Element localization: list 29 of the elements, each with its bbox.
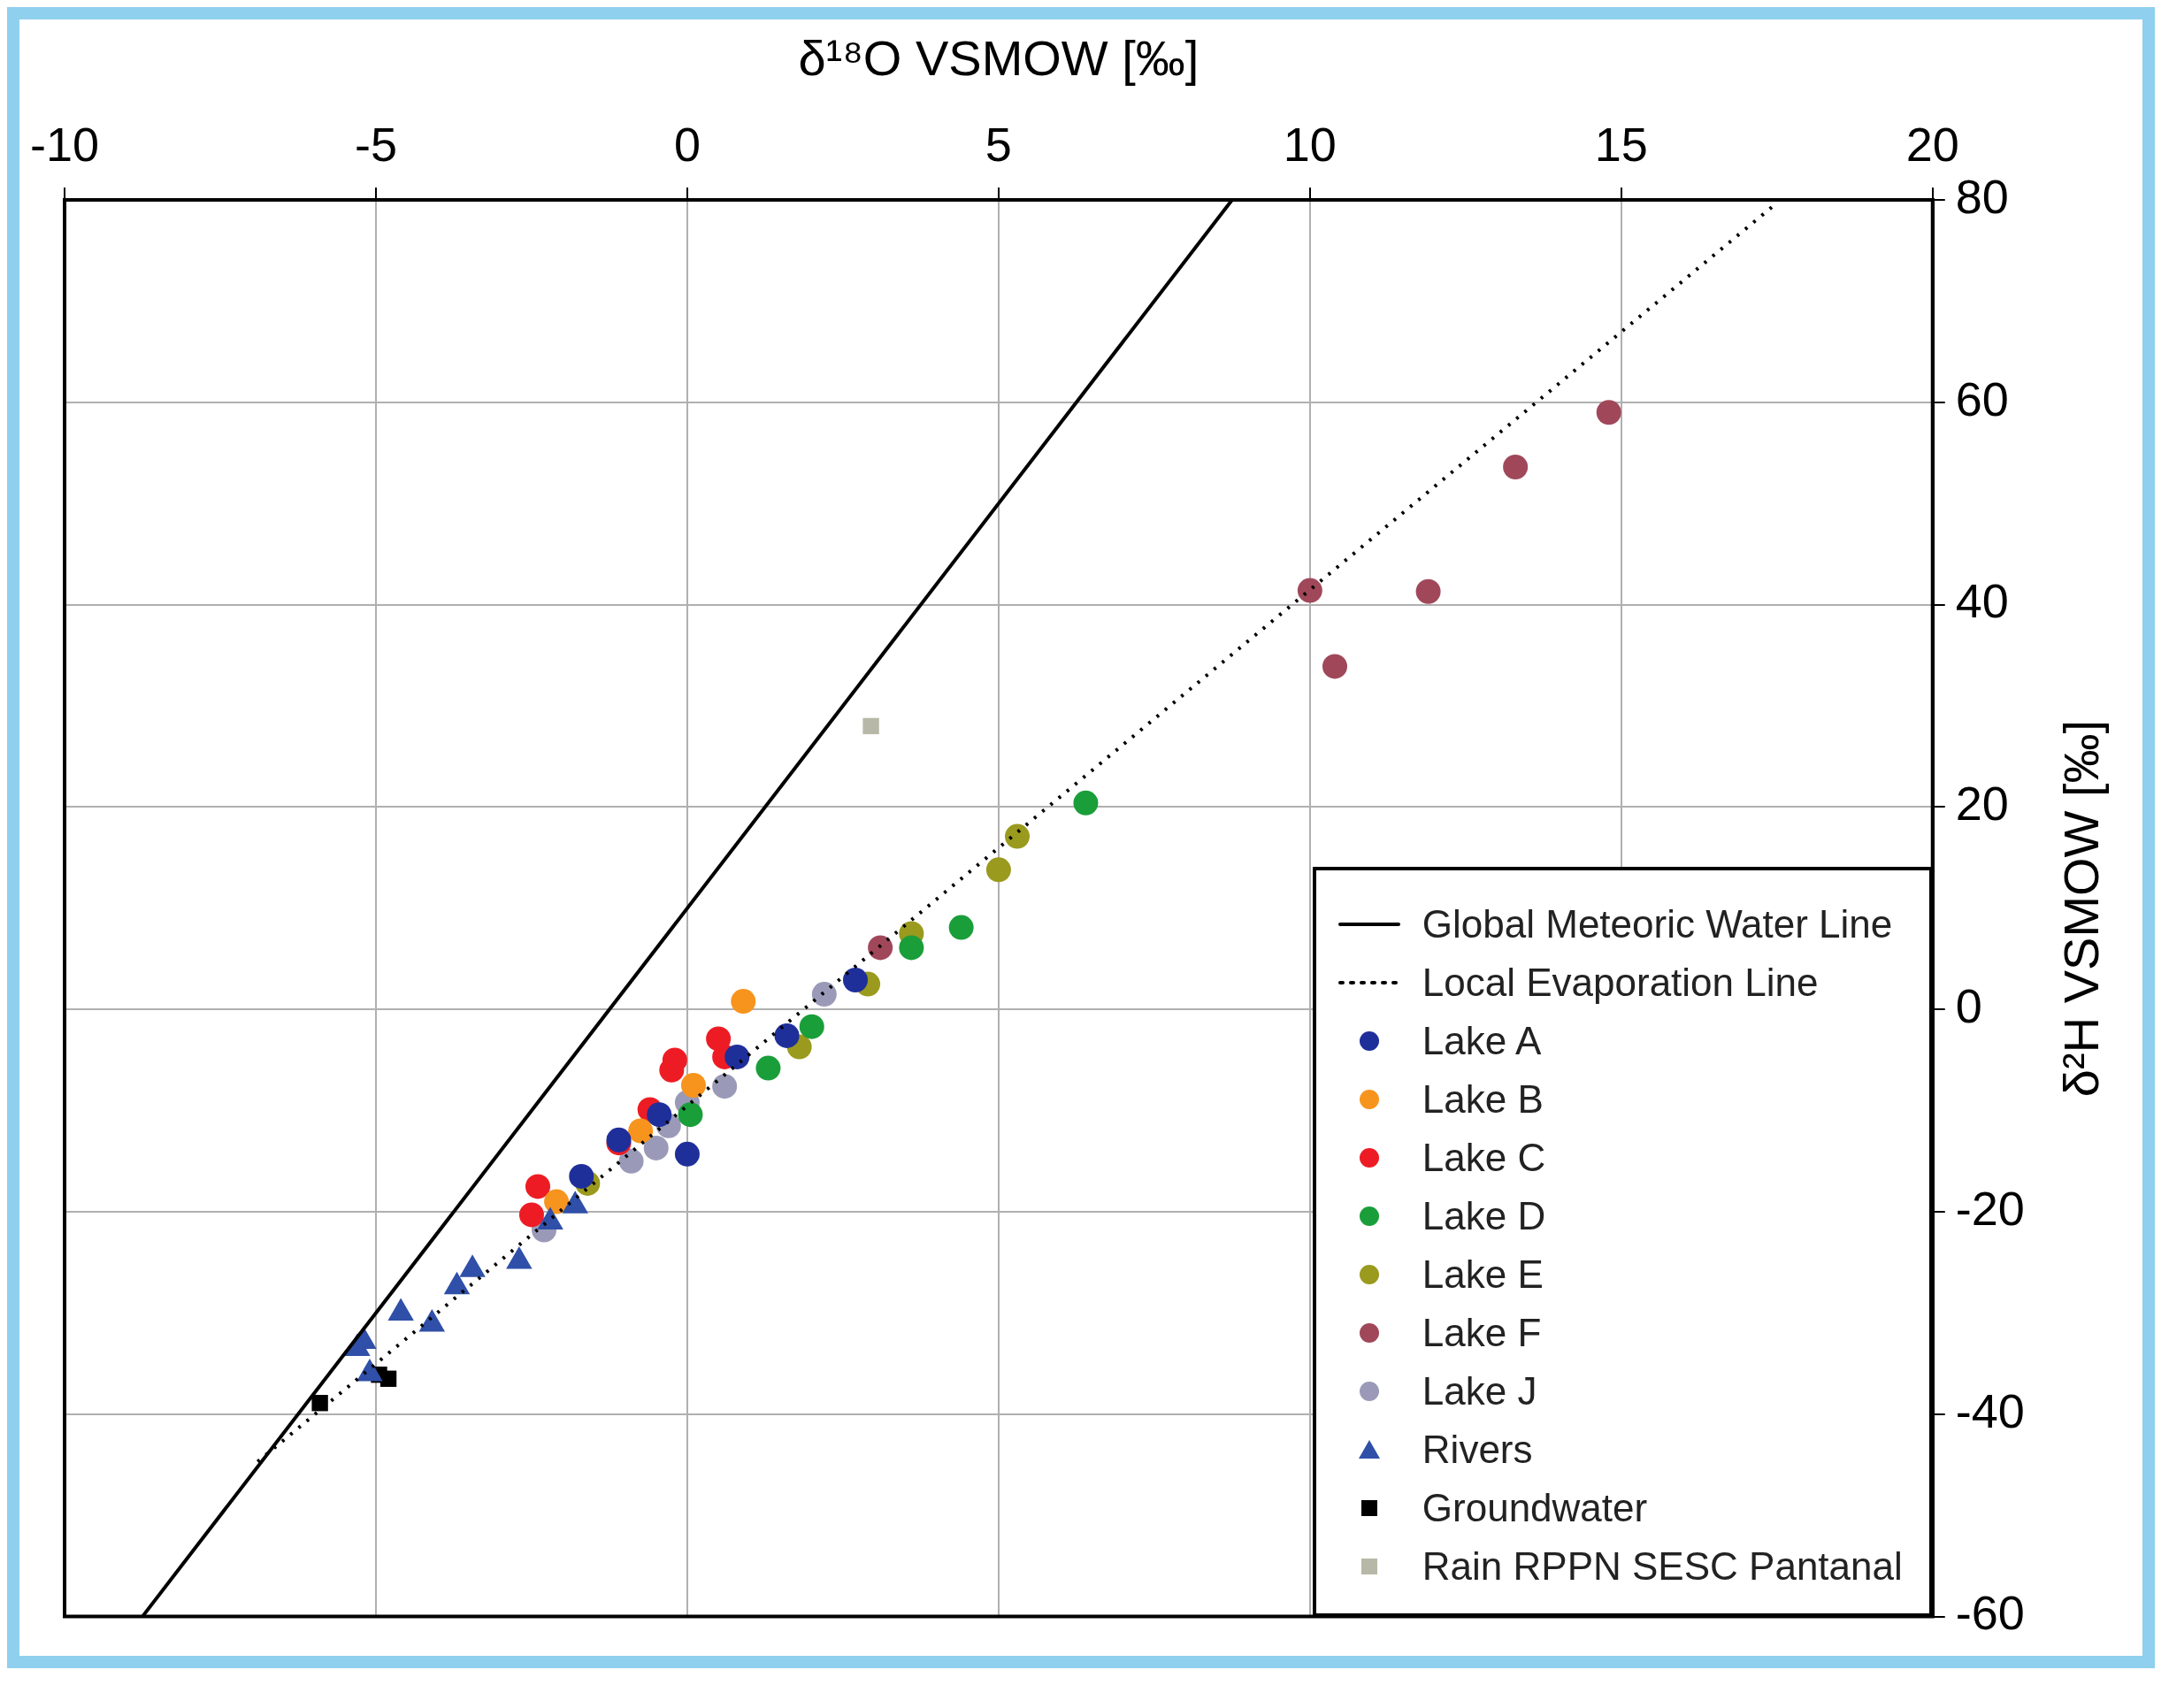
legend-label: Lake J: [1422, 1368, 1537, 1413]
y-tick-label: -20: [1955, 1181, 2025, 1235]
y-tick-label: 40: [1955, 574, 2009, 628]
legend-label: Lake A: [1422, 1018, 1542, 1063]
x-tick-label: -10: [30, 118, 100, 172]
legend-label: Global Meteoric Water Line: [1422, 901, 1893, 946]
y-tick-label: -60: [1955, 1586, 2025, 1640]
y-tick-label: 20: [1955, 777, 2009, 831]
x-tick-label: 20: [1905, 118, 1959, 172]
legend-label: Groundwater: [1422, 1485, 1648, 1530]
y-tick-label: 0: [1955, 979, 1982, 1033]
legend-label: Lake C: [1422, 1135, 1546, 1180]
y-axis-title: δ²H VSMOW [‰]: [2051, 719, 2110, 1097]
y-tick-label: 80: [1955, 169, 2009, 223]
legend-label: Lake D: [1422, 1193, 1546, 1238]
y-tick-label: 60: [1955, 371, 2009, 425]
legend-label: Lake F: [1422, 1310, 1542, 1355]
legend-label: Lake E: [1422, 1252, 1544, 1297]
x-tick-label: -5: [354, 118, 397, 172]
x-tick-label: 0: [673, 118, 701, 172]
x-tick-label: 5: [985, 118, 1012, 172]
x-tick-label: 10: [1283, 118, 1337, 172]
legend-label: Local Evaporation Line: [1422, 960, 1819, 1005]
legend-label: Lake B: [1422, 1076, 1544, 1122]
y-tick-label: -40: [1955, 1383, 2025, 1437]
x-axis-title: δ¹⁸O VSMOW [‰]: [798, 30, 1199, 87]
x-tick-label: 15: [1594, 118, 1648, 172]
legend-label: Rain RPPN SESC Pantanal: [1422, 1543, 1903, 1589]
legend-label: Rivers: [1422, 1427, 1533, 1472]
